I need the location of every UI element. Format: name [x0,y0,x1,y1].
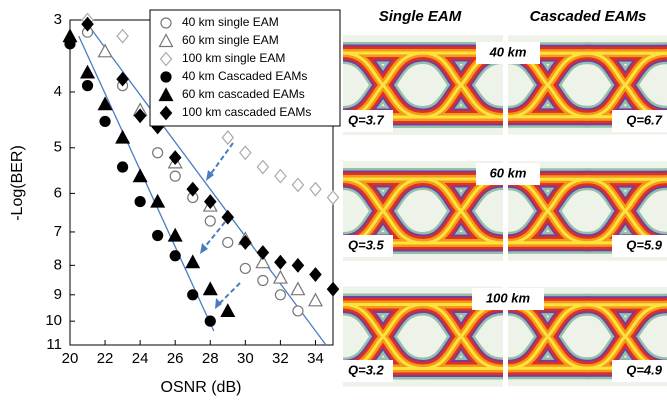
y-tick-label: 10 [45,312,62,329]
q-label: Q=6.7 [626,112,663,127]
point [310,183,321,196]
point [240,236,251,249]
point [205,316,215,326]
point [135,197,145,207]
x-tick-label: 26 [167,350,184,367]
q-label: Q=3.5 [348,237,385,252]
x-tick-label: 22 [97,350,114,367]
point [204,283,217,295]
legend-label: 100 km single EAM [182,51,285,65]
point [309,294,322,306]
distance-label: 40 km [489,44,527,59]
point [100,116,110,126]
point [186,256,199,268]
x-tick-label: 20 [62,350,79,367]
legend-label: 40 km single EAM [182,15,279,29]
point [275,290,285,300]
y-axis-label: -Log(BER) [9,145,26,221]
point [222,131,233,144]
point [240,263,250,273]
x-tick-label: 30 [237,350,254,367]
q-label: Q=4.9 [626,362,663,377]
point [117,30,128,43]
point [221,304,234,316]
y-tick-label: 4 [54,83,62,100]
y-tick-label: 5 [54,139,62,156]
point [153,230,163,240]
y-tick-label: 6 [54,184,62,201]
legend-label: 100 km cascaded EAMs [182,105,311,119]
point [118,162,128,172]
y-tick-label: 8 [54,256,62,273]
y-tick-label: 3 [54,11,62,28]
q-label: Q=5.9 [626,237,663,252]
x-tick-label: 34 [307,350,324,367]
point [240,146,251,159]
point [328,283,339,296]
point [258,276,268,286]
point [293,306,303,316]
point [64,30,77,42]
q-label: Q=3.2 [348,362,385,377]
point [170,251,180,261]
point [257,246,268,259]
point [188,290,198,300]
eye-panels [343,35,667,387]
point [292,259,303,272]
point [292,178,303,191]
point [170,171,180,181]
y-tick-label: 9 [54,286,62,303]
point [161,18,171,28]
column-title: Single EAM [379,8,462,25]
point [328,191,339,204]
point [81,66,94,78]
point [134,170,147,182]
point [161,72,171,82]
x-tick-label: 28 [202,350,219,367]
page: {"chart_data": { "type": "scatter", "x_l… [0,0,667,407]
point [151,195,164,207]
point [223,237,233,247]
figure: Single EAM Cascaded EAMs 40 km Q=3.7 Q=6… [0,0,667,402]
point [116,131,129,143]
point [275,170,286,183]
legend-label: 60 km cascaded EAMs [182,87,305,101]
point [169,229,182,241]
point [257,161,268,174]
legend-label: 60 km single EAM [182,33,279,47]
x-tick-label: 32 [272,350,289,367]
q-label: Q=3.7 [348,112,385,127]
point [291,283,304,295]
point [153,148,163,158]
y-tick-label: 11 [46,336,62,353]
point [310,268,321,281]
distance-label: 60 km [490,165,527,180]
point [275,256,286,269]
x-axis-label: OSNR (dB) [161,379,242,396]
y-tick-label: 7 [54,223,62,240]
distance-label: 100 km [486,290,531,305]
legend: 40 km single EAM 60 km single EAM 100 km s… [150,10,340,126]
legend-label: 40 km Cascaded EAMs [182,69,307,83]
point [99,45,112,57]
point [205,216,215,226]
column-title: Cascaded EAMs [530,8,647,25]
point [83,81,93,91]
x-tick-label: 24 [132,350,149,367]
